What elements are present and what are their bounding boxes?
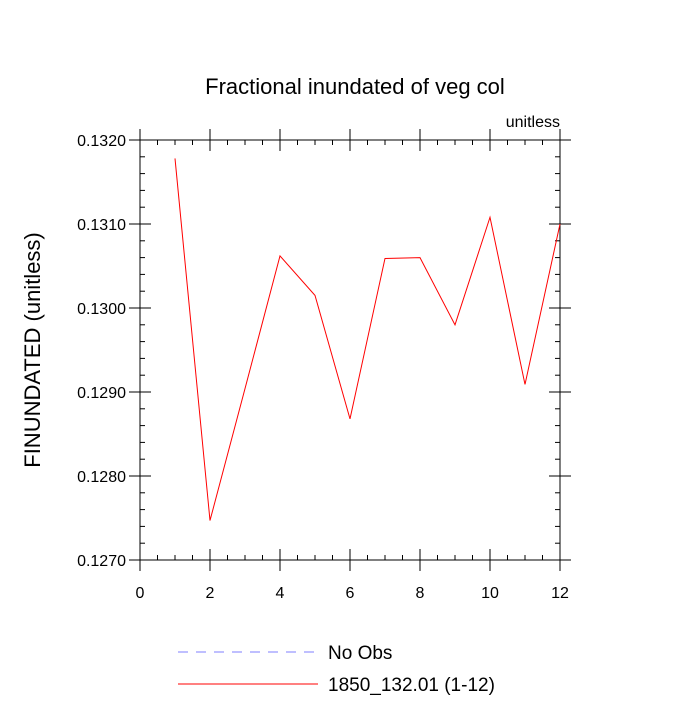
x-tick-label: 8: [416, 585, 425, 602]
legend-label-1: 1850_132.01 (1-12): [328, 675, 495, 696]
units-label: unitless: [506, 114, 560, 131]
y-tick-label: 0.1280: [77, 469, 126, 486]
x-tick-label: 12: [551, 585, 569, 602]
legend: No Obs 1850_132.01 (1-12): [178, 643, 495, 696]
plot-frame: [140, 140, 560, 560]
plot-border: [140, 140, 560, 560]
chart-title: Fractional inundated of veg col: [205, 74, 505, 99]
x-tick-label: 6: [346, 585, 355, 602]
y-tick-label: 0.1320: [77, 133, 126, 150]
x-tick-label: 2: [206, 585, 215, 602]
x-tick-label: 4: [276, 585, 285, 602]
legend-label-0: No Obs: [328, 643, 392, 664]
axis-ticks: 0 2 4 6 8 10 12 0.1270 0.1280 0.1290 0.1300 0.1310 0…: [77, 129, 571, 602]
y-axis-label: FINUNDATED (unitless): [20, 232, 45, 468]
series-layer: [175, 158, 560, 520]
y-tick-label: 0.1290: [77, 385, 126, 402]
y-tick-label: 0.1300: [77, 301, 126, 318]
series-line-1: [175, 158, 560, 520]
y-tick-label: 0.1270: [77, 553, 126, 570]
x-tick-label: 10: [481, 585, 499, 602]
y-tick-label: 0.1310: [77, 217, 126, 234]
x-tick-label: 0: [136, 585, 145, 602]
